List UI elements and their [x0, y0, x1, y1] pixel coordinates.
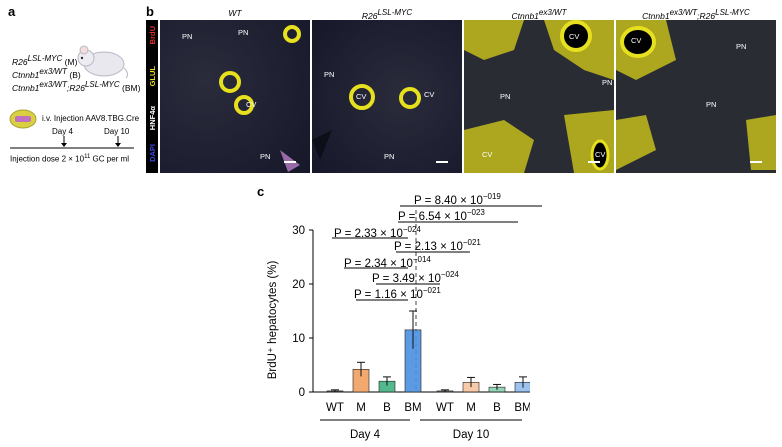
group-label-day4: Day 4: [350, 429, 381, 441]
label-cv: CV: [595, 150, 606, 159]
label-pn: PN: [260, 152, 271, 161]
panel-c-letter: c: [257, 184, 265, 199]
y-tick-label: 10: [292, 333, 305, 345]
stain-legend: BrdU GLUL HNF4α DAPI: [146, 20, 158, 173]
scale-bar: [436, 161, 448, 163]
dose-label: Injection dose 2 × 1011 GC per ml: [10, 154, 129, 164]
pvalue-text: P = 2.33 × 10: [334, 227, 403, 240]
panel-b-letter: b: [146, 4, 154, 19]
genotype-m: R26LSL-MYC (M): [12, 54, 78, 67]
label-pn: PN: [238, 28, 249, 37]
label-cv: CV: [569, 32, 580, 41]
label-cv: CV: [246, 100, 257, 109]
x-category-label: B: [383, 402, 391, 414]
y-tick-label: 30: [292, 225, 305, 237]
x-category-label: BM: [514, 402, 530, 414]
label-pn: PN: [706, 100, 717, 109]
x-category-label: WT: [326, 402, 344, 414]
pvalue-text: P = 2.34 × 10: [344, 257, 413, 270]
label-cv: CV: [424, 90, 435, 99]
label-pn: PN: [324, 70, 335, 79]
injection-label: i.v. Injection AAV8.TBG.Cre: [42, 114, 140, 123]
pvalue-text: P = 2.13 × 10: [394, 240, 463, 253]
group-label-day10: Day 10: [453, 429, 489, 441]
x-category-label: M: [466, 402, 476, 414]
pvalue-bm4-wt10: P = 3.49 × 10−024: [372, 270, 459, 285]
image-title-b: Ctnnb1ex3/WT: [511, 8, 567, 21]
label-pn: PN: [384, 152, 395, 161]
scale-bar: [284, 161, 296, 163]
virus-icon: [9, 109, 37, 129]
pvalue-bm4-b10: P = 6.54 × 10−023: [398, 208, 485, 223]
micrograph-wt: PN PN CV PN: [160, 20, 310, 173]
pvalue-text: P = 6.54 × 10: [398, 210, 467, 223]
pvalue-wt4-bm4: P = 2.33 × 10−024: [334, 225, 421, 240]
mouse-icon: [77, 45, 129, 79]
panel-a-letter: a: [8, 4, 16, 19]
pvalue-text: P = 1.16 × 10: [354, 288, 423, 301]
stain-glul: GLUL: [148, 66, 157, 87]
label-pn: PN: [182, 32, 193, 41]
pvalue-m4-bm4: P = 2.34 × 10−014: [344, 255, 431, 270]
pvalue-b4-bm4: P = 1.16 × 10−021: [354, 286, 441, 301]
day10-label: Day 10: [104, 127, 130, 136]
x-category-label: M: [356, 402, 366, 414]
brdu-bar-chart: BrdU⁺ hepatocytes (%) 0 10 20 30 WT M B BM WT M B…: [267, 210, 530, 441]
image-title-wt: WT: [228, 8, 242, 18]
timeline: [10, 136, 134, 149]
label-cv: CV: [631, 36, 642, 45]
x-category-label: B: [493, 402, 501, 414]
day4-label: Day 4: [52, 127, 73, 136]
genotype-bm: Ctnnb1ex3/WT;R26LSL-MYC (BM): [12, 80, 141, 93]
pvalue-brackets: [332, 205, 542, 301]
label-cv: CV: [482, 150, 493, 159]
label-cv: CV: [356, 92, 367, 101]
pvalue-text: P = 3.49 × 10: [372, 272, 441, 285]
label-pn: PN: [736, 42, 747, 51]
stain-dapi: DAPI: [148, 144, 157, 162]
micrograph-m: PN CV CV PN: [312, 20, 462, 173]
scale-bar: [750, 161, 762, 163]
pvalue-text: P = 8.40 × 10: [414, 194, 483, 207]
genotype-b: Ctnnb1ex3/WT (B): [12, 67, 81, 80]
y-axis-label: BrdU⁺ hepatocytes (%): [267, 261, 279, 380]
pvalue-bm4-bm10: P = 8.40 × 10 P = 8.40 × 10−019: [414, 192, 501, 207]
y-tick-label: 0: [299, 387, 305, 399]
stain-hnf4a: HNF4α: [148, 106, 157, 131]
micrograph-b: CV PN PN CV CV: [464, 20, 614, 173]
pvalue-bm4-m10: P = 2.13 × 10−021: [394, 238, 481, 253]
micrograph-bm: CV PN PN: [616, 20, 776, 173]
image-title-m: R26LSL-MYC: [361, 8, 413, 21]
scale-bar: [588, 161, 600, 163]
label-pn: PN: [500, 92, 511, 101]
y-tick-label: 20: [292, 279, 305, 291]
image-title-bm: Ctnnb1ex3/WT;R26LSL-MYC: [642, 8, 750, 21]
x-category-label: WT: [436, 402, 454, 414]
stain-brdu: BrdU: [148, 26, 157, 45]
label-pn: PN: [602, 78, 613, 87]
x-category-label: BM: [404, 402, 421, 414]
